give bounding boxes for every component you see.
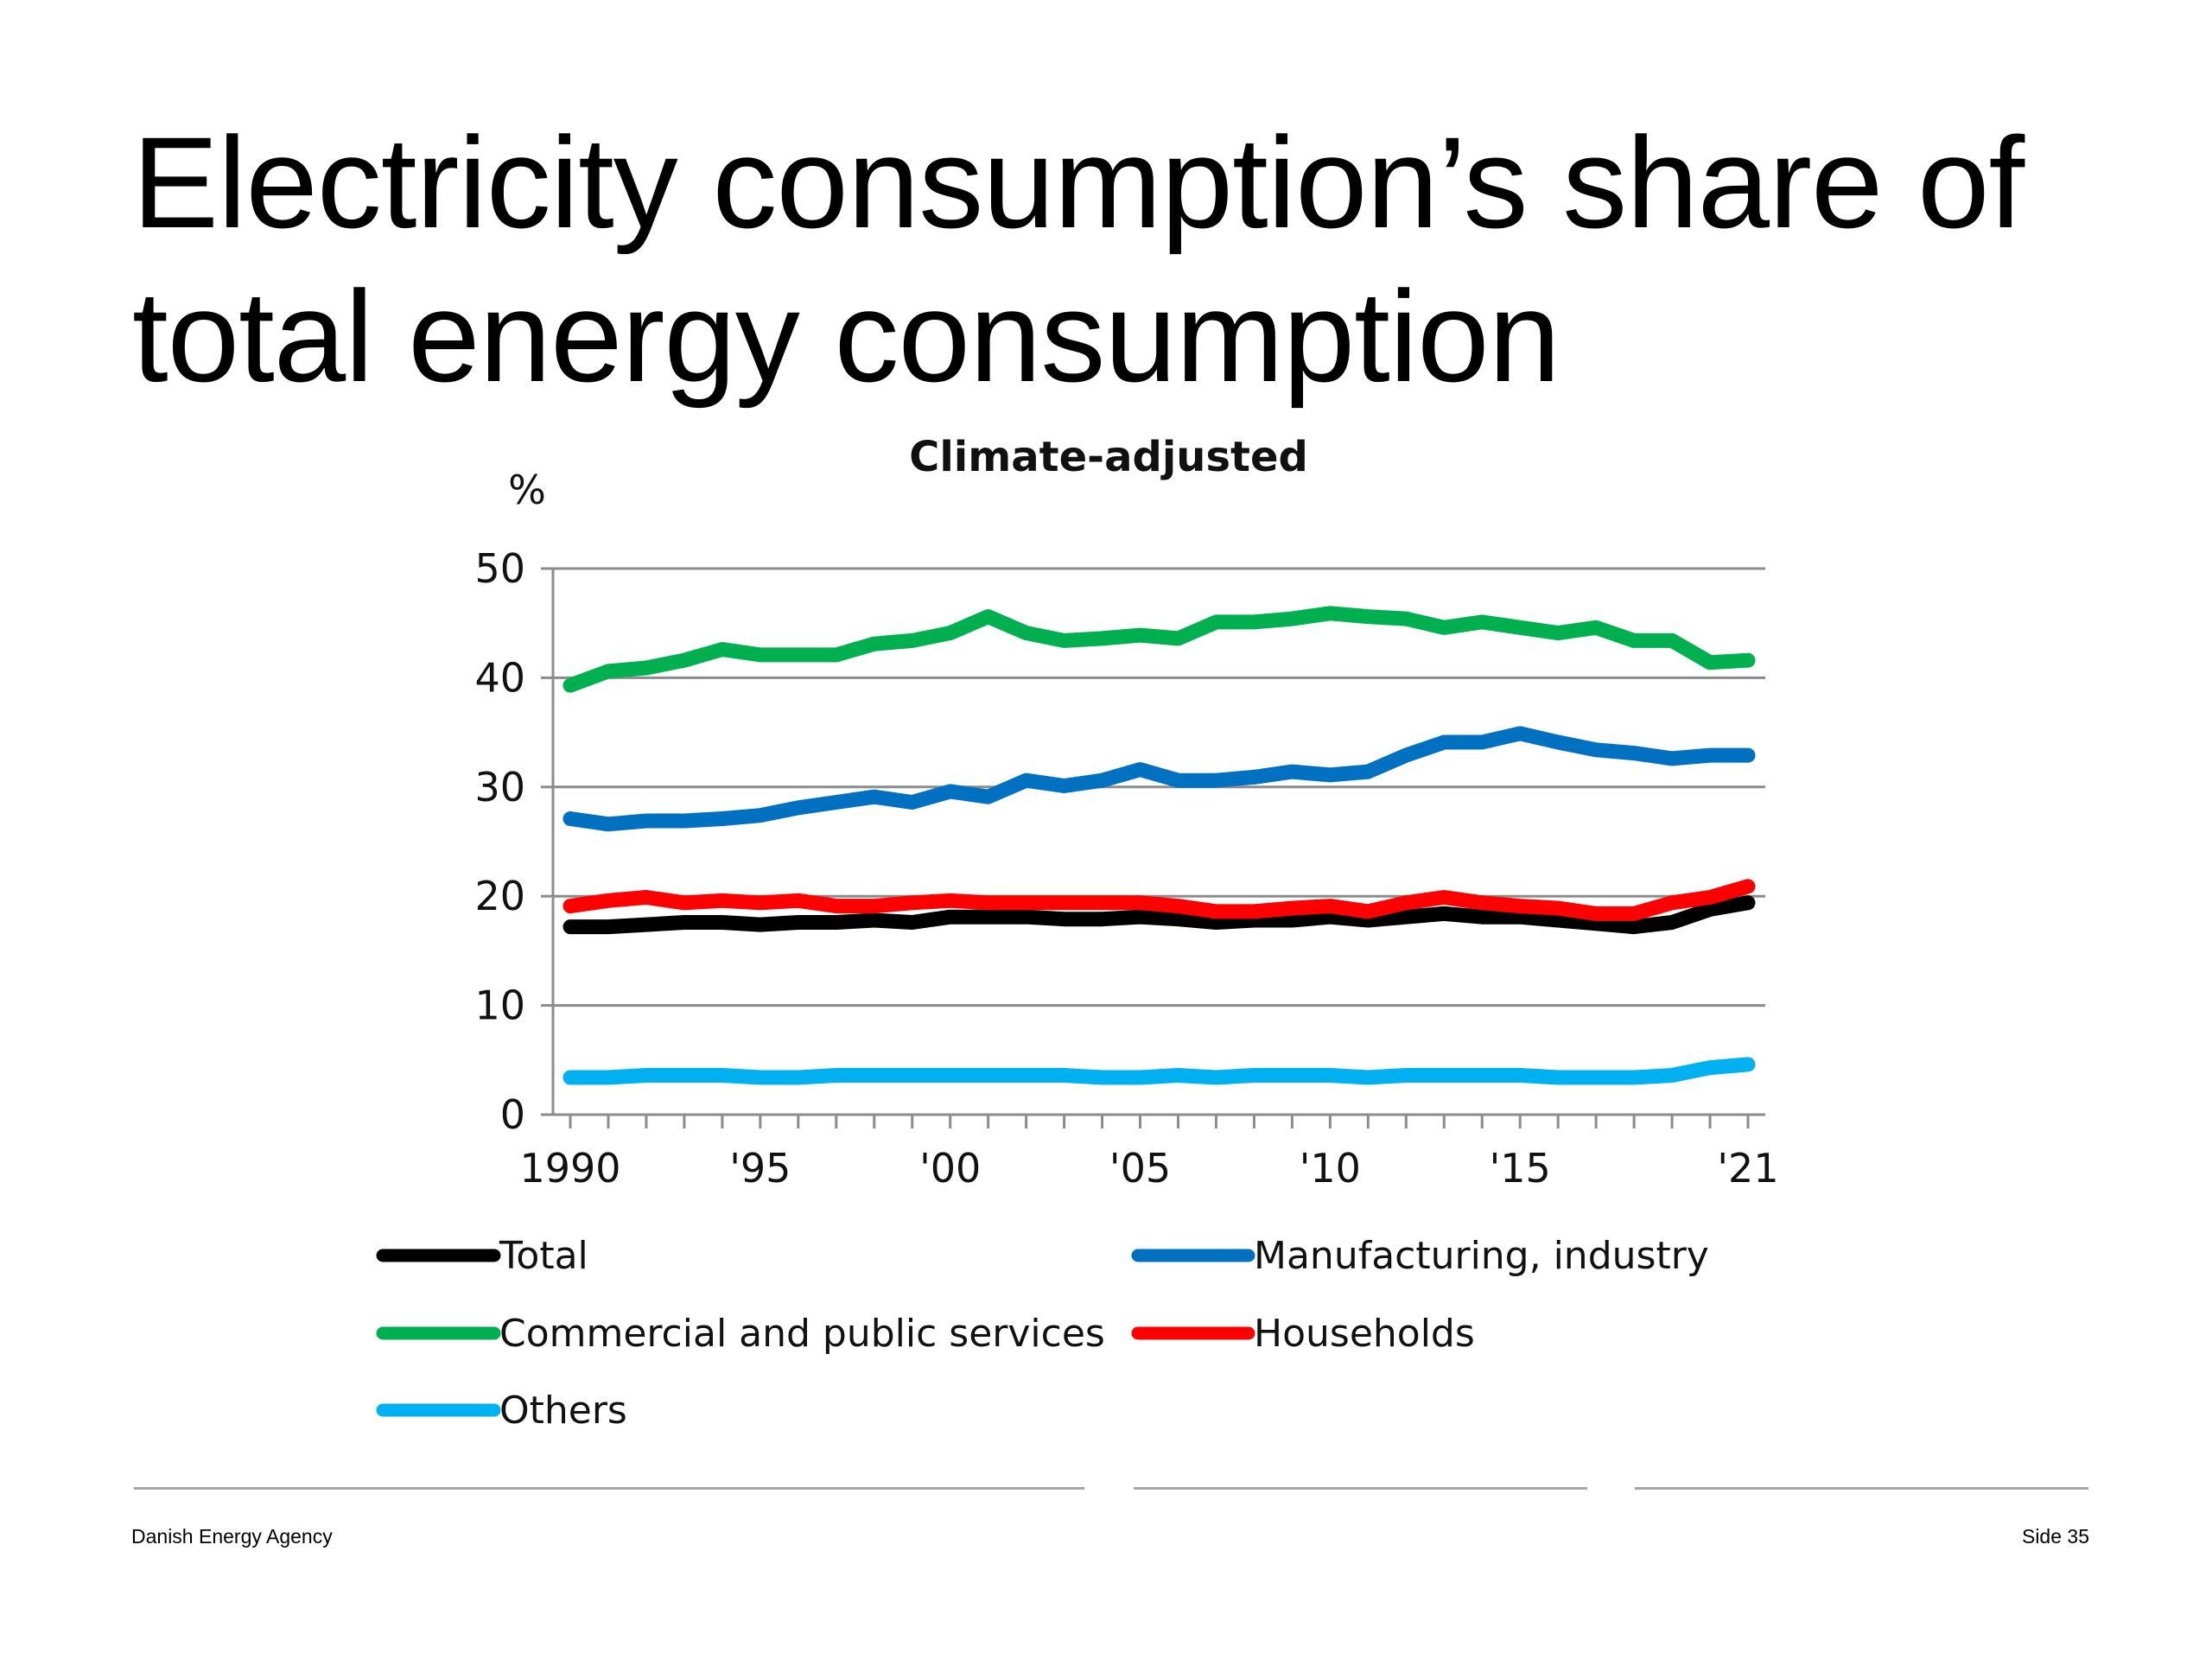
slide-title-line-2: total energy consumption [132, 264, 1560, 409]
series-others [563, 1057, 1756, 1085]
series-line [563, 895, 1756, 935]
footer-divider-middle [1134, 1487, 1587, 1490]
footer-organization: Danish Energy Agency [131, 1525, 333, 1548]
series-line [563, 879, 1756, 921]
y-tick-label-10: 10 [474, 982, 525, 1029]
chart-title: Climate-adjusted [909, 433, 1308, 481]
legend-item: Others [376, 1389, 627, 1433]
series-households [563, 879, 1756, 921]
legend-item: Total [376, 1234, 588, 1278]
series-line [563, 606, 1756, 693]
series-line [563, 1057, 1756, 1085]
footer-divider-left [134, 1487, 1084, 1490]
x-tick-label-2000: '00 [919, 1145, 981, 1192]
footer-divider-right [1635, 1487, 2088, 1490]
x-tick-label-2021: '21 [1717, 1145, 1778, 1192]
legend-label: Total [499, 1234, 588, 1278]
slide-title-line-1: Electricity consumption’s share of [132, 110, 2024, 255]
y-tick-label-20: 20 [474, 873, 525, 919]
legend-label: Manufacturing, industry [1254, 1234, 1709, 1278]
series-commercial-and-public-services [563, 606, 1756, 693]
y-axis-unit-label: % [508, 467, 546, 513]
y-tick-label-40: 40 [474, 654, 525, 701]
legend-item: Commercial and public services [376, 1312, 1105, 1356]
legend-label: Households [1254, 1312, 1475, 1356]
legend-item: Manufacturing, industry [1131, 1234, 1709, 1278]
x-tick-label-2015: '15 [1490, 1145, 1551, 1192]
footer-page-number: Side 35 [2021, 1525, 2089, 1548]
x-tick-label-2005: '05 [1109, 1145, 1171, 1192]
x-tick-label-1990: 1990 [519, 1145, 620, 1192]
y-tick-label-30: 30 [474, 764, 525, 810]
series-manufacturing-industry [563, 726, 1756, 832]
legend-label: Others [499, 1389, 627, 1433]
x-tick-label-1995: '95 [729, 1145, 791, 1192]
axes: 0 10 20 30 40 50 1990 '95 '00 '05 '10 '15 '21 [474, 545, 1778, 1192]
y-tick-label-0: 0 [500, 1091, 525, 1138]
legend-item: Households [1131, 1312, 1475, 1356]
grid-lines [553, 567, 1765, 1007]
series-total [563, 895, 1756, 935]
y-tick-label-50: 50 [474, 545, 525, 592]
legend-label: Commercial and public services [499, 1312, 1105, 1356]
series-line [563, 726, 1756, 832]
series-lines [563, 606, 1756, 1085]
x-tick-label-2010: '10 [1300, 1145, 1361, 1192]
legend: Total Manufacturing, industry Commercial a… [376, 1234, 1709, 1433]
slide-title: Electricity consumption’s share of total… [132, 105, 2120, 413]
